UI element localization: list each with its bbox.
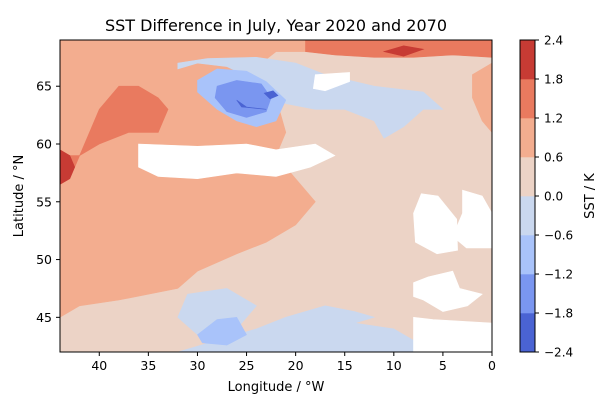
chart-title: SST Difference in July, Year 2020 and 20… [105,16,447,35]
colorbar-swatch [520,79,535,119]
contour-region-no-data-1 [138,143,336,180]
contour-region-no-data-0 [312,72,350,92]
colorbar-swatch [520,157,535,197]
plot-frame [59,39,493,353]
y-axis-label: Latitude / °N [12,155,27,237]
x-tick-label: 20 [288,358,304,373]
x-tick-label: 0 [488,358,496,373]
y-tick-label: 50 [36,252,52,267]
contour-region-band-0.6-1.2-1 [472,62,492,133]
contour-region-band-neg1.2-neg0.6-1 [197,316,247,346]
contour-region-band-neg2.4-neg1.8-1 [263,90,279,100]
colorbar-tick-label: 1.2 [544,112,563,126]
colorbar-tick-label: 0.0 [544,190,563,204]
contour-region-band-1.2-1.8-0 [60,85,169,174]
contour-region-band-neg2.4-neg1.8-0 [236,99,267,110]
contour-region-no-data-3 [452,189,492,249]
colorbar-swatch [520,313,535,353]
colorbar-swatch [520,118,535,158]
x-tick-label: 40 [91,358,107,373]
colorbar-label: SST / K [583,173,598,219]
colorbar-swatch [520,235,535,275]
contour-region-band-1.8-2.4-0 [60,149,76,185]
colorbar-tick-label: −2.4 [544,346,573,360]
x-tick-label: 10 [386,358,402,373]
colorbar-swatch [520,196,535,236]
x-tick-label: 35 [140,358,156,373]
plot-area [60,40,492,352]
x-tick-label: 30 [190,358,206,373]
x-tick-label: 5 [439,358,447,373]
colorbar-tick-label: 2.4 [544,34,563,48]
colorbar-swatch [520,274,535,314]
y-tick-label: 45 [36,310,52,325]
colorbar: −2.4 −1.8 −1.2 −0.6 0.0 0.6 1.2 1.8 2.4 [519,34,573,360]
contour-region-no-data-2 [413,270,483,312]
contour-region-no-data-5 [413,316,492,352]
colorbar-tick-label: −1.8 [544,307,573,321]
y-tick-label: 60 [36,137,52,152]
contour-region-no-data-4 [413,193,458,255]
x-tick-label: 15 [337,358,353,373]
colorbar-swatch [520,40,535,80]
x-axis-label: Longitude / °W [228,380,325,395]
colorbar-tick-label: −0.6 [544,229,573,243]
colorbar-tick-label: 1.8 [544,73,563,87]
y-tick-label: 65 [36,79,52,94]
x-tick-label: 25 [239,358,255,373]
y-tick-label: 55 [36,194,52,209]
contour-region-band-1.8-2.4-1 [382,45,425,57]
colorbar-tick-label: 0.6 [544,151,563,165]
colorbar-tick-label: −1.2 [544,268,573,282]
